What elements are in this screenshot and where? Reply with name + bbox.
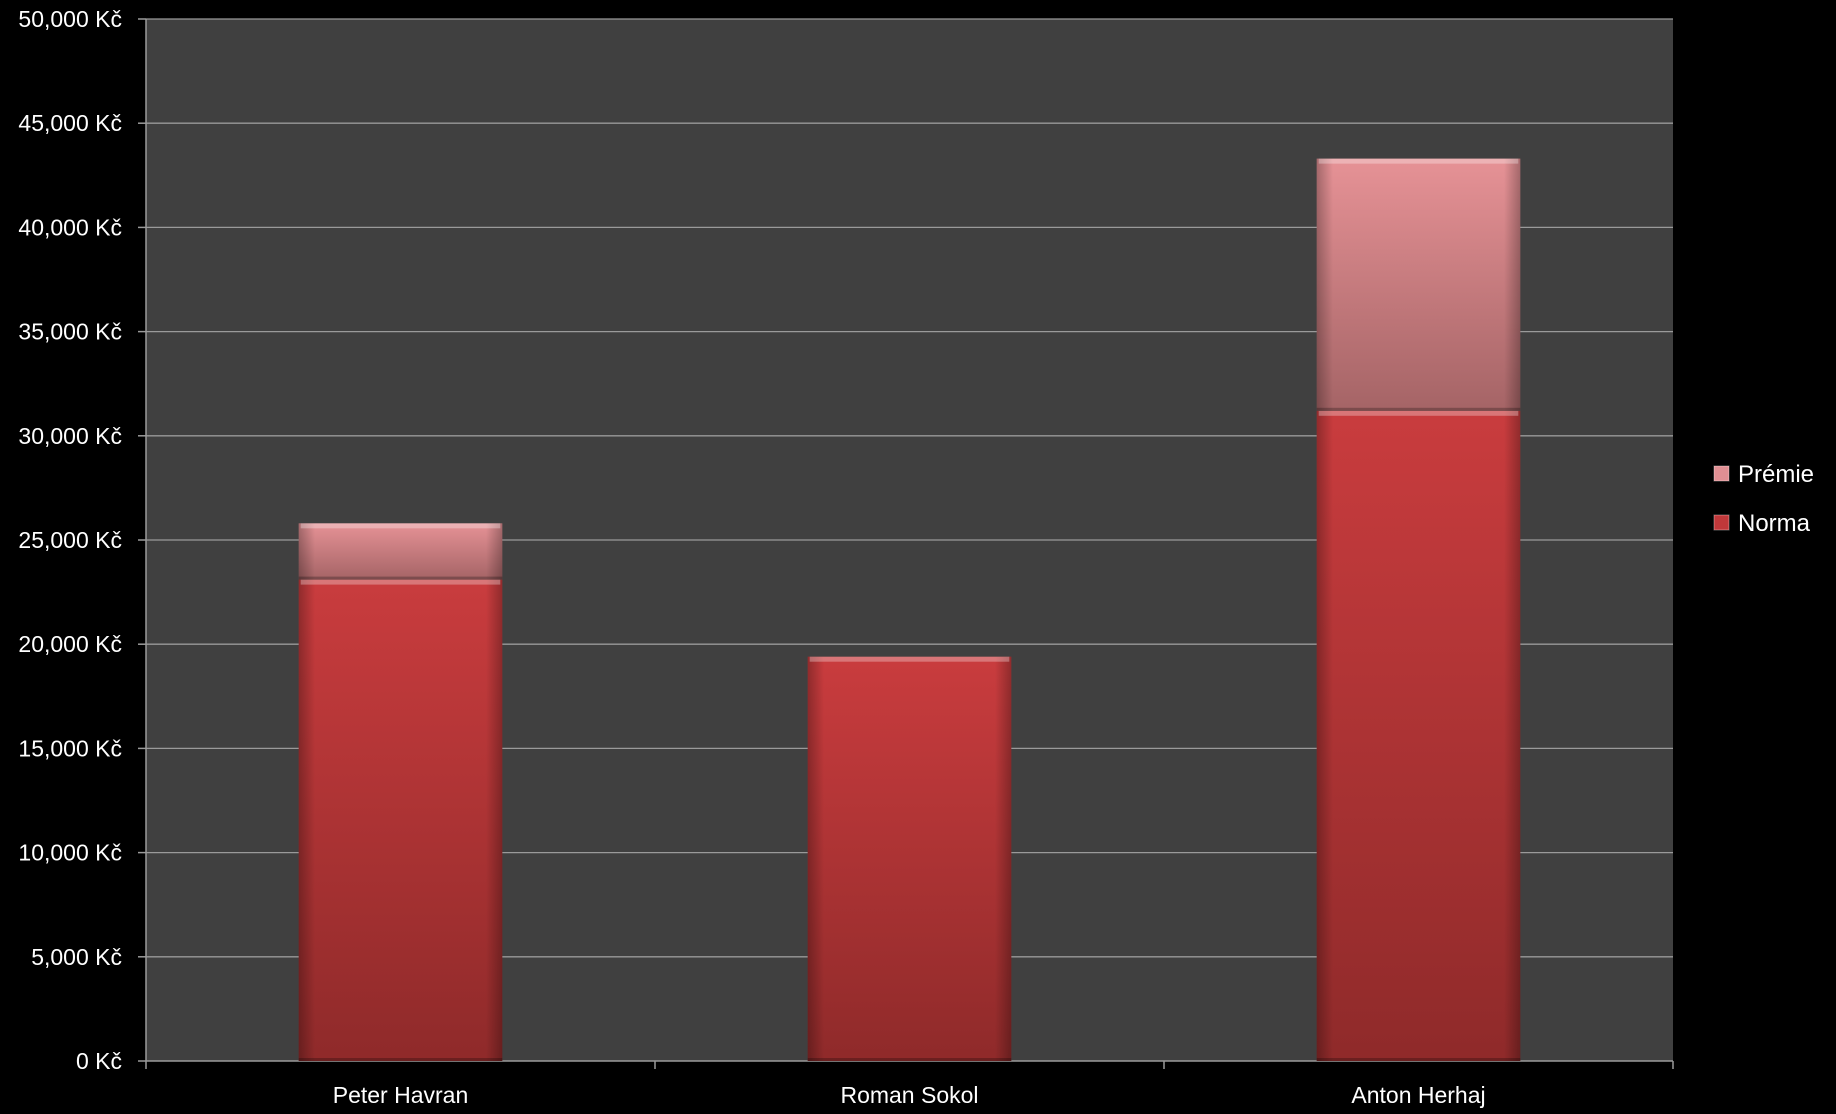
y-tick-label: 35,000 Kč xyxy=(18,319,122,345)
legend-label: Norma xyxy=(1738,510,1811,537)
bar-shade xyxy=(1316,410,1521,1061)
bar-norma xyxy=(1316,410,1521,1061)
y-tick-label: 45,000 Kč xyxy=(18,110,122,136)
bar-shadow xyxy=(298,576,503,580)
legend-swatch xyxy=(1713,465,1730,482)
bar-pr-mie xyxy=(298,523,503,580)
y-tick-label: 40,000 Kč xyxy=(18,214,122,240)
bar-highlight xyxy=(1318,410,1519,416)
bar-shade xyxy=(1316,158,1521,411)
bar-highlight xyxy=(300,579,501,585)
y-tick-label: 5,000 Kč xyxy=(31,944,122,970)
y-tick-label: 50,000 Kč xyxy=(18,6,122,32)
bar-shade xyxy=(298,579,503,1061)
y-tick-label: 10,000 Kč xyxy=(18,840,122,866)
y-tick-label: 30,000 Kč xyxy=(18,423,122,449)
y-tick-label: 20,000 Kč xyxy=(18,631,122,657)
y-tick-label: 15,000 Kč xyxy=(18,735,122,761)
bar-pr-mie xyxy=(1316,158,1521,411)
bar-shadow xyxy=(1316,407,1521,411)
y-tick-label: 25,000 Kč xyxy=(18,527,122,553)
bar-shade xyxy=(807,656,1012,1061)
legend: Prémie Norma xyxy=(1713,461,1814,537)
bar-shadow xyxy=(298,1058,503,1061)
legend-entry: Prémie xyxy=(1713,461,1814,488)
legend-swatch xyxy=(1713,514,1730,531)
legend-label: Prémie xyxy=(1738,461,1814,488)
bar-shadow xyxy=(1316,1058,1521,1061)
bar-highlight xyxy=(300,523,501,529)
x-category-label: Anton Herhaj xyxy=(1351,1082,1485,1108)
x-category-label: Peter Havran xyxy=(333,1082,469,1108)
bar-shadow xyxy=(807,1058,1012,1061)
y-tick-label: 0 Kč xyxy=(76,1048,122,1074)
axis-labels: 0 Kč 5,000 Kč 10,000 Kč 15,000 Kč 20,000 Kč 2… xyxy=(18,6,1485,1108)
bar-norma xyxy=(807,656,1012,1061)
legend-entry: Norma xyxy=(1713,510,1811,537)
x-category-label: Roman Sokol xyxy=(840,1082,978,1108)
bars xyxy=(298,158,1521,1061)
bar-highlight xyxy=(809,656,1010,662)
bar-norma xyxy=(298,579,503,1061)
bar-shade xyxy=(298,523,503,580)
bar-highlight xyxy=(1318,158,1519,164)
